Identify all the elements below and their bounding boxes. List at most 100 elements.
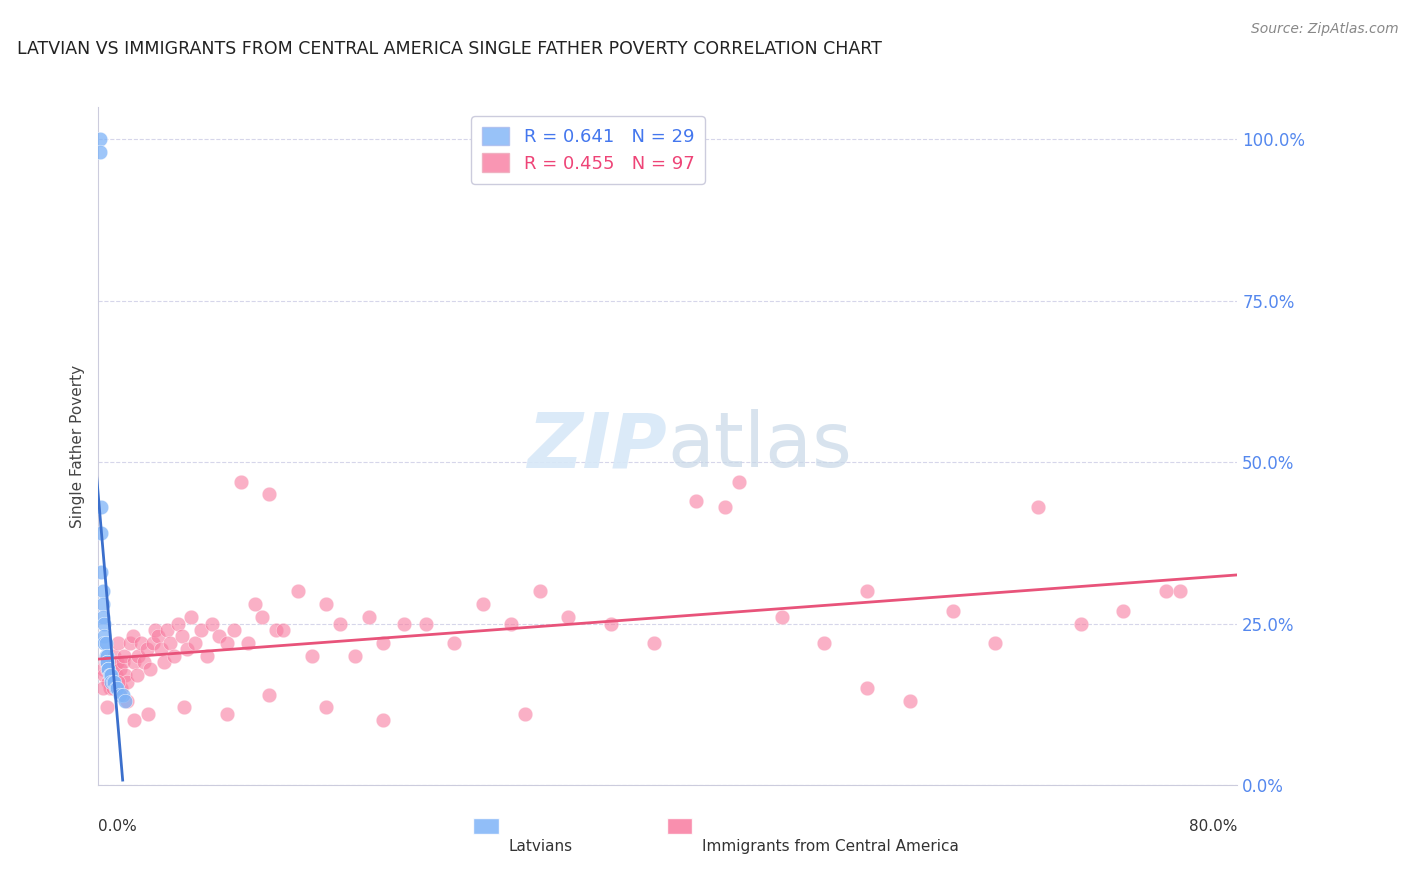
Point (215, 706, 238, 721)
Point (195, 648, 218, 663)
Point (287, 584, 309, 599)
Point (357, 610, 380, 624)
Text: LATVIAN VS IMMIGRANTS FROM CENTRAL AMERICA SINGLE FATHER POVERTY CORRELATION CHA: LATVIAN VS IMMIGRANTS FROM CENTRAL AMERI… (17, 40, 882, 58)
Point (100, 674, 122, 689)
Point (243, 597, 266, 611)
Point (728, 475, 751, 489)
Point (96, 662, 118, 676)
Point (97, 662, 120, 676)
Point (105, 655, 128, 669)
Point (236, 636, 259, 650)
Point (315, 700, 337, 714)
Point (443, 636, 465, 650)
Point (250, 610, 273, 624)
Point (471, 597, 494, 611)
Point (89, 145, 111, 160)
Point (1154, 584, 1177, 599)
Point (942, 604, 965, 618)
Text: ZIP: ZIP (529, 409, 668, 483)
Point (229, 475, 252, 489)
Point (150, 642, 173, 657)
Point (101, 662, 124, 676)
Point (415, 616, 437, 631)
Point (108, 688, 131, 702)
Point (266, 623, 288, 637)
Point (1070, 616, 1092, 631)
Point (394, 616, 416, 631)
Text: Source: ZipAtlas.com: Source: ZipAtlas.com (1251, 22, 1399, 37)
Point (373, 636, 395, 650)
Point (90, 500, 112, 515)
Point (984, 636, 1007, 650)
Point (114, 668, 136, 682)
Point (101, 681, 124, 695)
Point (159, 636, 181, 650)
Point (259, 487, 281, 501)
Point (343, 648, 366, 663)
Point (115, 694, 138, 708)
Point (98, 668, 121, 682)
Point (127, 648, 149, 663)
Y-axis label: Single Father Poverty: Single Father Poverty (70, 365, 86, 527)
Point (91, 610, 114, 624)
Point (108, 662, 131, 676)
Point (856, 681, 879, 695)
Point (96, 655, 118, 669)
Point (104, 668, 127, 682)
Point (215, 636, 238, 650)
Point (107, 674, 129, 689)
Point (114, 694, 136, 708)
Point (180, 610, 202, 624)
Point (121, 630, 143, 644)
Point (90, 565, 112, 579)
Point (91, 584, 114, 599)
Text: 80.0%: 80.0% (1189, 819, 1237, 834)
Point (115, 674, 138, 689)
Point (98, 668, 121, 682)
Point (94, 648, 117, 663)
Point (176, 642, 198, 657)
Point (1026, 500, 1049, 515)
Point (1112, 604, 1135, 618)
Point (103, 648, 125, 663)
Point (301, 648, 323, 663)
Point (89, 132, 111, 146)
Point (94, 636, 117, 650)
Point (112, 648, 135, 663)
Point (190, 623, 212, 637)
Point (93, 616, 115, 631)
Point (714, 500, 737, 515)
Point (153, 655, 176, 669)
Point (141, 636, 163, 650)
Point (97, 662, 120, 676)
Point (373, 714, 395, 728)
Point (685, 494, 707, 508)
Point (515, 706, 537, 721)
Point (91, 597, 114, 611)
Point (122, 655, 145, 669)
Point (118, 636, 141, 650)
Point (138, 662, 160, 676)
Point (125, 668, 148, 682)
Point (90, 526, 112, 541)
Point (129, 636, 152, 650)
Point (1170, 584, 1192, 599)
Point (600, 616, 623, 631)
Text: Immigrants from Central America: Immigrants from Central America (702, 839, 959, 855)
Point (93, 668, 115, 682)
Point (898, 694, 921, 708)
Point (148, 630, 170, 644)
Point (111, 655, 134, 669)
Point (163, 648, 186, 663)
Point (93, 630, 115, 644)
Point (329, 616, 352, 631)
Point (98, 681, 121, 695)
Point (557, 610, 579, 624)
Point (145, 623, 167, 637)
Point (770, 610, 793, 624)
Point (856, 584, 879, 599)
Point (122, 714, 145, 728)
Point (273, 623, 295, 637)
Legend: R = 0.641   N = 29, R = 0.455   N = 97: R = 0.641 N = 29, R = 0.455 N = 97 (471, 116, 704, 184)
Point (100, 668, 122, 682)
